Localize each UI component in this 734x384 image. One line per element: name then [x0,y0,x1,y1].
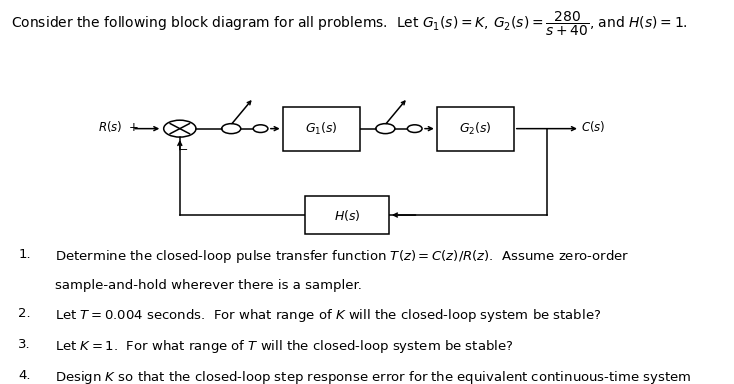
Text: Let $K = 1$.  For what range of $T$ will the closed-loop system be stable?: Let $K = 1$. For what range of $T$ will … [55,338,513,355]
Text: Let $T = 0.004$ seconds.  For what range of $K$ will the closed-loop system be s: Let $T = 0.004$ seconds. For what range … [55,307,601,324]
FancyBboxPatch shape [437,107,514,151]
Text: 3.: 3. [18,338,31,351]
FancyBboxPatch shape [305,196,389,234]
Text: $H(s)$: $H(s)$ [333,207,360,223]
Text: Determine the closed-loop pulse transfer function $T(z) = C(z)/R(z)$.  Assume ze: Determine the closed-loop pulse transfer… [55,248,629,265]
Text: sample-and-hold wherever there is a sampler.: sample-and-hold wherever there is a samp… [55,279,362,292]
Text: $G_1(s)$: $G_1(s)$ [305,121,338,137]
Text: Consider the following block diagram for all problems.  Let $G_1(s) = K,\, G_2(s: Consider the following block diagram for… [11,10,688,38]
Text: $C(s)$: $C(s)$ [581,119,606,134]
FancyBboxPatch shape [283,107,360,151]
Text: $R(s)$  $+$: $R(s)$ $+$ [98,119,139,134]
Text: Design $K$ so that the closed-loop step response error for the equivalent contin: Design $K$ so that the closed-loop step … [55,369,691,384]
Text: 4.: 4. [18,369,31,382]
Text: 2.: 2. [18,307,31,320]
Text: $G_2(s)$: $G_2(s)$ [459,121,492,137]
Circle shape [253,125,268,132]
Circle shape [407,125,422,132]
Text: $-$: $-$ [178,143,189,153]
Text: 1.: 1. [18,248,31,261]
